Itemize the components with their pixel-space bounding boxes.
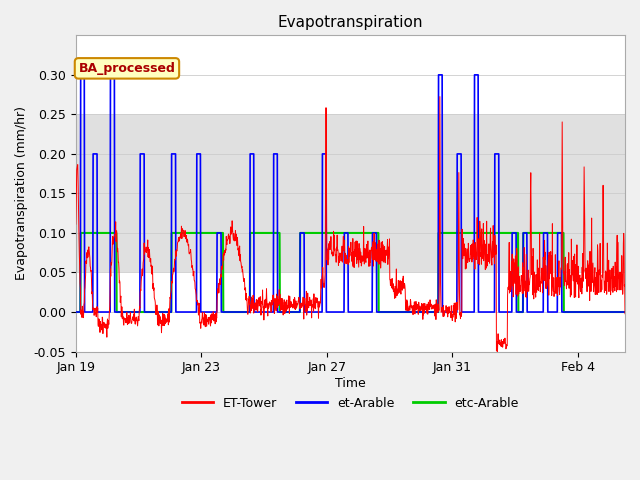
Title: Evapotranspiration: Evapotranspiration [278,15,423,30]
Bar [76,114,625,273]
Legend: ET-Tower, et-Arable, etc-Arable: ET-Tower, et-Arable, etc-Arable [177,392,524,415]
Y-axis label: Evapotranspiration (mm/hr): Evapotranspiration (mm/hr) [15,107,28,280]
X-axis label: Time: Time [335,377,366,390]
Text: BA_processed: BA_processed [79,62,175,75]
